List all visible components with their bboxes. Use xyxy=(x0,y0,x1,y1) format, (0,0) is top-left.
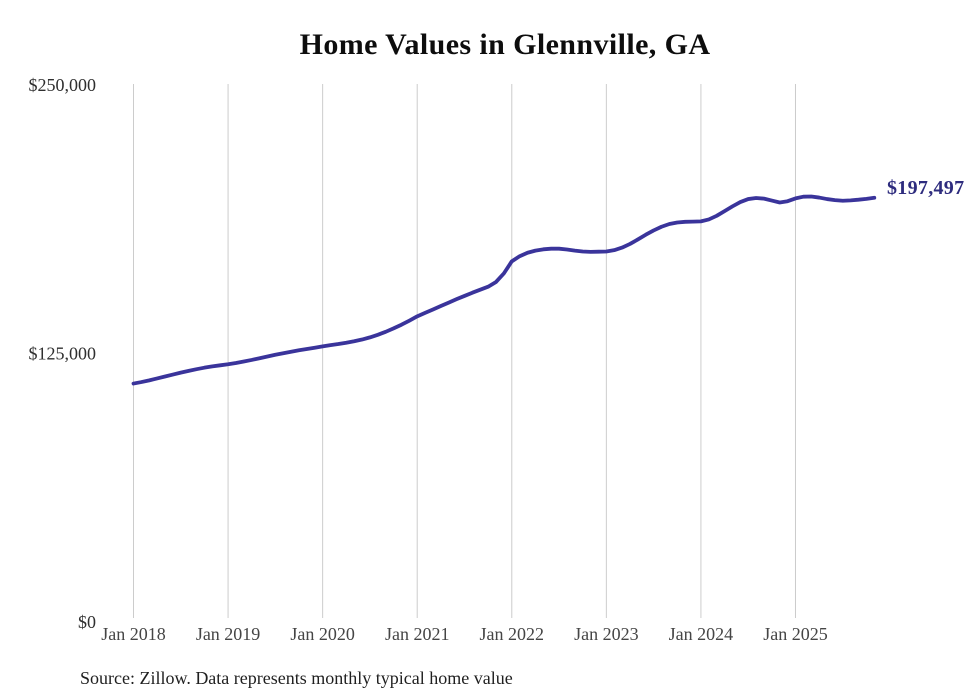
x-tick-label: Jan 2018 xyxy=(101,624,166,644)
y-tick-label: $125,000 xyxy=(29,344,97,364)
chart-title: Home Values in Glennville, GA xyxy=(299,28,711,61)
x-tick-label: Jan 2025 xyxy=(763,624,828,644)
x-tick-label: Jan 2020 xyxy=(290,624,355,644)
home-value-line xyxy=(131,194,877,386)
x-tick-label: Jan 2023 xyxy=(574,624,639,644)
x-tick-label: Jan 2022 xyxy=(480,624,545,644)
y-tick-label: $250,000 xyxy=(29,75,97,95)
latest-value-label: $197,497 xyxy=(887,177,965,199)
x-tick-label: Jan 2019 xyxy=(196,624,261,644)
x-tick-label: Jan 2021 xyxy=(385,624,450,644)
x-tick-label: Jan 2024 xyxy=(669,624,734,644)
source-note: Source: Zillow. Data represents monthly … xyxy=(80,668,513,688)
y-tick-label: $0 xyxy=(78,612,96,632)
